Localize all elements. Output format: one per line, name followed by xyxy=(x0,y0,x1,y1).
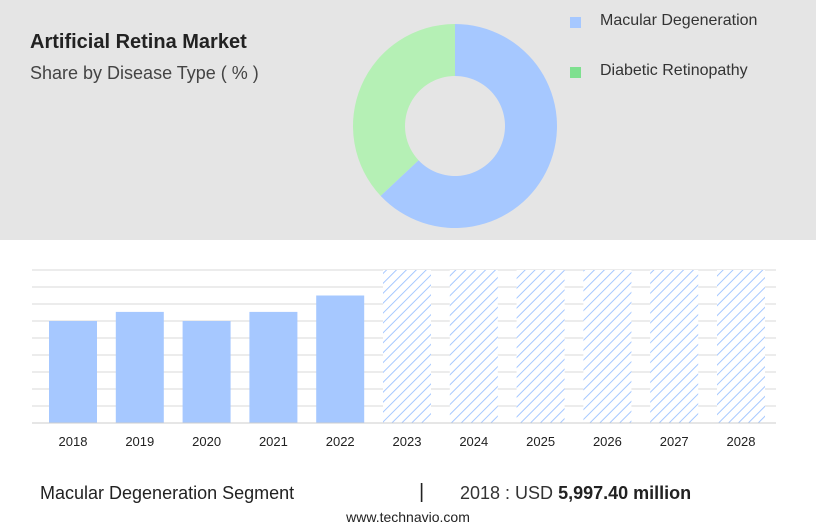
x-tick-label: 2023 xyxy=(393,434,422,449)
donut-slice-diabetic-retinopathy xyxy=(353,24,455,196)
segment-label: Macular Degeneration Segment xyxy=(40,483,295,503)
forecast-bar-2024 xyxy=(449,270,498,423)
legend-label: Diabetic Retinopathy xyxy=(600,62,748,79)
footer-separator: | xyxy=(419,481,425,503)
x-tick-label: 2027 xyxy=(660,434,689,449)
x-tick-label: 2022 xyxy=(326,434,355,449)
x-tick-label: 2028 xyxy=(727,434,756,449)
source-link[interactable]: www.technavio.com xyxy=(346,509,470,525)
x-tick-label: 2019 xyxy=(125,434,154,449)
x-tick-label: 2025 xyxy=(526,434,555,449)
x-tick-label: 2026 xyxy=(593,434,622,449)
chart-subtitle: Share by Disease Type ( % ) xyxy=(30,63,259,83)
bar-2018 xyxy=(49,321,97,423)
segment-amount: 5,997.40 million xyxy=(558,483,692,503)
x-tick-label: 2021 xyxy=(259,434,288,449)
segment-value: 2018 : USD 5,997.40 million xyxy=(460,483,691,504)
legend-swatch xyxy=(570,17,581,28)
donut-chart xyxy=(353,24,557,228)
segment-year: 2018 : USD xyxy=(460,483,554,503)
bar-2019 xyxy=(115,311,164,423)
forecast-bar-2023 xyxy=(383,270,431,423)
x-tick-label: 2024 xyxy=(459,434,488,449)
forecast-bar-2027 xyxy=(650,270,699,423)
bar-2022 xyxy=(316,295,365,423)
bar-2021 xyxy=(249,311,298,423)
legend-label: Macular Degeneration xyxy=(600,12,758,29)
donut-slice-macular-degeneration xyxy=(380,24,557,228)
bar-2020 xyxy=(182,321,231,423)
forecast-bar-2028 xyxy=(717,270,765,423)
forecast-bar-2026 xyxy=(583,270,632,423)
forecast-bar-2025 xyxy=(516,270,565,423)
x-tick-label: 2020 xyxy=(192,434,221,449)
chart-title: Artificial Retina Market xyxy=(30,31,247,53)
x-tick-label: 2018 xyxy=(59,434,88,449)
legend-swatch xyxy=(570,67,581,78)
bar-chart: 2018 2019 2020 2021 2022 2023 2024 2025 2026 2027… xyxy=(32,269,776,449)
